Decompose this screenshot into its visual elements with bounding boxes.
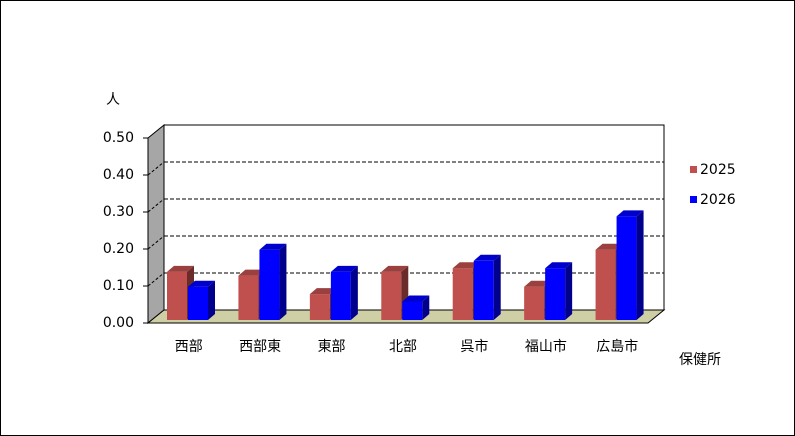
bar xyxy=(238,275,259,320)
grid-line xyxy=(147,272,165,287)
bar-top xyxy=(259,243,287,250)
bar-top xyxy=(595,243,623,250)
bar xyxy=(545,268,566,320)
y-tick-label: 0.00 xyxy=(103,315,134,331)
x-tick-label: 呉市 xyxy=(460,338,488,355)
bar-top xyxy=(473,254,501,261)
x-tick-label: 西部東 xyxy=(239,339,281,355)
bar-top xyxy=(330,265,358,272)
bar-side xyxy=(565,262,573,320)
grid-line xyxy=(147,161,165,176)
bar-side xyxy=(350,265,358,320)
bar-top xyxy=(402,295,430,302)
bar xyxy=(524,286,545,320)
bar xyxy=(381,271,402,320)
bar xyxy=(473,260,494,320)
bar-top xyxy=(309,288,337,295)
bar xyxy=(188,286,208,320)
x-tick-label: 広島市 xyxy=(596,338,638,355)
legend-label: 2025 xyxy=(700,162,736,178)
bar xyxy=(402,301,423,320)
y-tick-label: 0.20 xyxy=(103,241,134,257)
bar-top xyxy=(524,280,552,287)
bar xyxy=(616,216,637,320)
bar xyxy=(330,271,351,320)
bar xyxy=(259,249,280,320)
bar-top xyxy=(452,262,480,269)
y-tick-label: 0.30 xyxy=(103,204,134,220)
legend-swatch xyxy=(690,166,697,173)
bar-side xyxy=(208,280,215,320)
x-tick-label: 福山市 xyxy=(525,338,567,355)
bar xyxy=(595,249,616,320)
bar-top xyxy=(616,210,644,217)
y-tick-label: 0.40 xyxy=(103,167,134,183)
y-tick-label: 0.50 xyxy=(103,130,134,146)
grid-line xyxy=(147,198,165,213)
bar-top xyxy=(381,265,409,272)
side-wall xyxy=(147,123,165,325)
bar-top xyxy=(188,280,215,287)
legend-swatch xyxy=(690,196,697,203)
x-tick-label: 東部 xyxy=(318,339,346,355)
x-axis-title: 保健所 xyxy=(679,352,721,368)
bar-side xyxy=(493,254,501,320)
bar-side xyxy=(636,210,644,320)
x-tick-label: 北部 xyxy=(389,339,417,355)
legend-label: 2026 xyxy=(700,192,736,208)
bar xyxy=(309,294,330,320)
grid-line xyxy=(147,235,165,250)
bar-top xyxy=(238,269,266,276)
y-axis-title: 人 xyxy=(106,92,120,108)
bar-side xyxy=(279,243,287,320)
bar xyxy=(167,271,187,320)
bar xyxy=(452,268,473,320)
bar-top xyxy=(167,265,194,272)
x-tick-label: 西部 xyxy=(175,339,203,355)
bar-side xyxy=(422,295,430,320)
bar-top xyxy=(545,262,573,269)
y-tick-label: 0.10 xyxy=(103,278,134,294)
